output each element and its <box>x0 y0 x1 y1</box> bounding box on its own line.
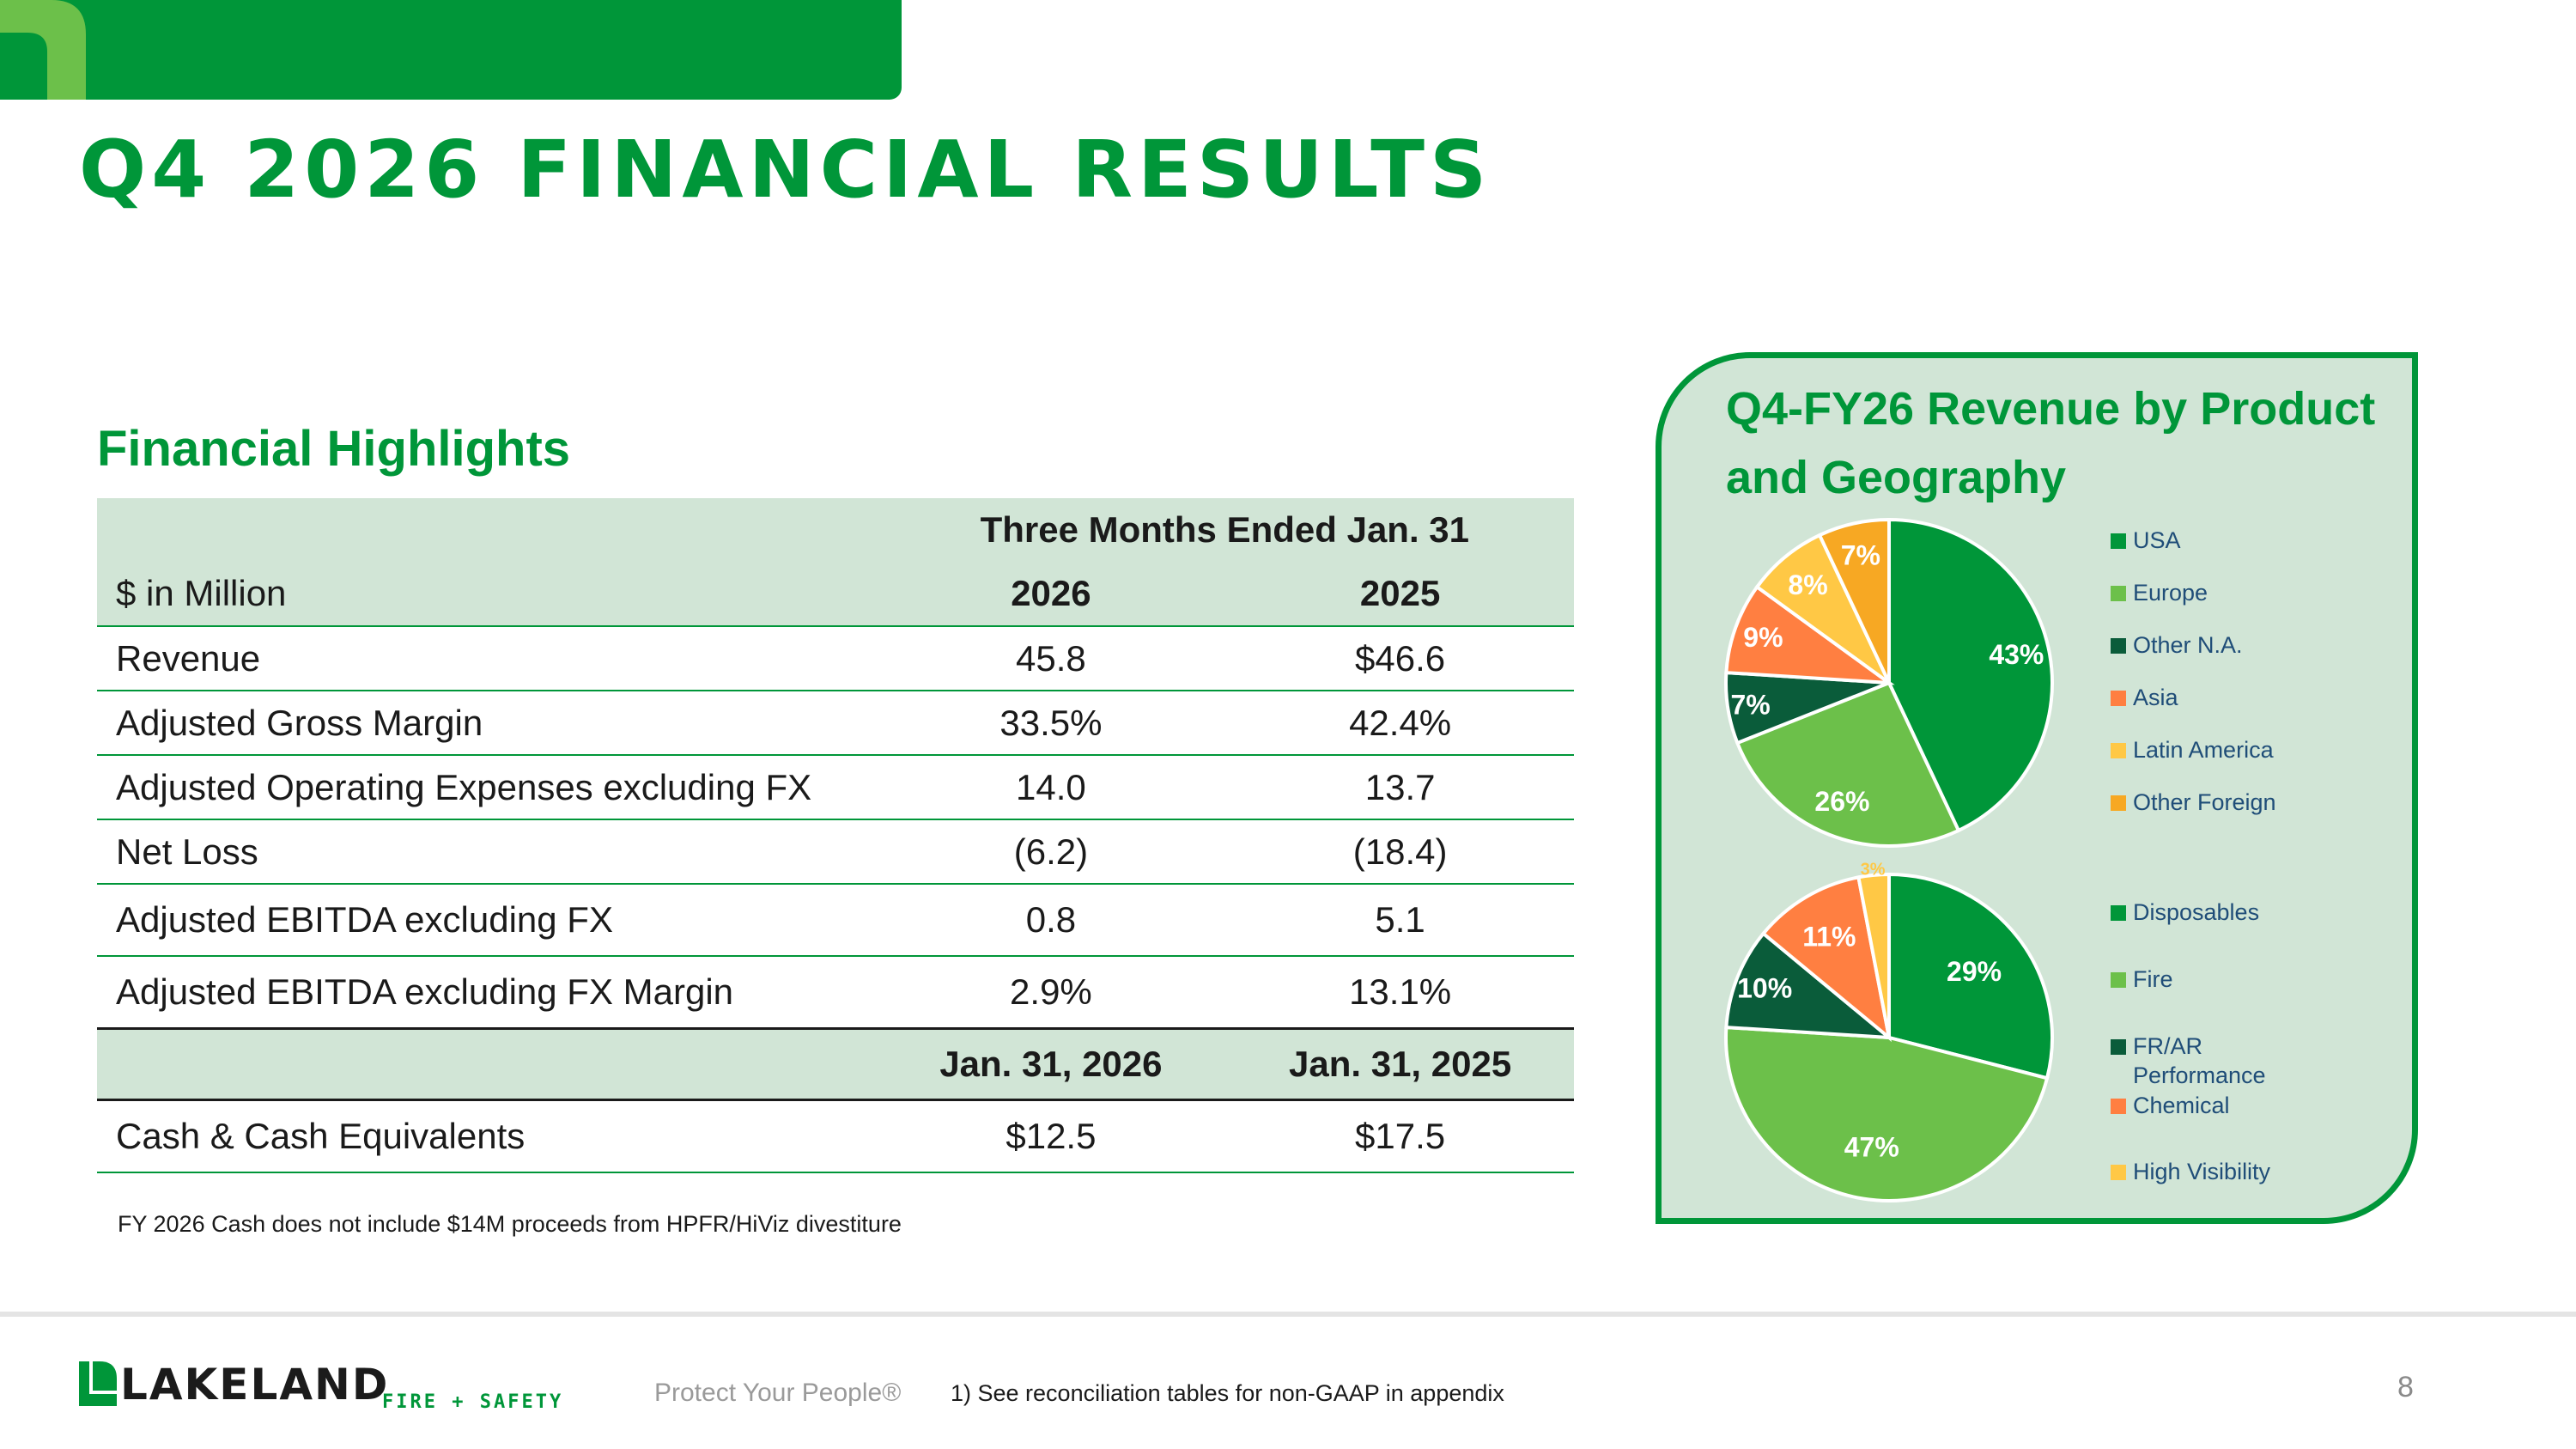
footer-note: 1) See reconciliation tables for non-GAA… <box>951 1380 1504 1406</box>
row-prior-value: $46.6 <box>1226 626 1574 691</box>
row-label: Adjusted Gross Margin <box>97 691 876 756</box>
legend-swatch <box>2111 1099 2126 1114</box>
table-row: Adjusted Operating Expenses excluding FX… <box>97 755 1574 820</box>
row-current-value: (6.2) <box>875 819 1227 885</box>
lakeland-wordmark: LAKELAND <box>120 1360 390 1409</box>
row-current-value: 2.9% <box>875 956 1227 1030</box>
row-prior-value: 13.7 <box>1226 755 1574 820</box>
legend-label: Other N.A. <box>2133 632 2243 658</box>
unit-label: $ in Million <box>97 562 876 627</box>
pie-slice-chemical <box>1760 875 1893 1043</box>
section-title-financial-highlights: Financial Highlights <box>97 421 571 477</box>
pie-slice-fire <box>1723 1025 2050 1203</box>
pie-slice-usa <box>1887 517 2054 833</box>
pie-data-label: 11% <box>1802 921 1856 952</box>
table-row: Net Loss (6.2) (18.4) <box>97 819 1574 885</box>
page-number: 8 <box>2397 1371 2414 1403</box>
legend-swatch <box>2111 691 2126 706</box>
pie-slice-asia <box>1724 584 1895 685</box>
row-label: Adjusted Operating Expenses excluding FX <box>97 755 876 820</box>
legend-label: Europe <box>2133 580 2208 606</box>
legend-label: Disposables <box>2133 899 2260 925</box>
pie-data-label: 7% <box>1730 690 1770 721</box>
row-prior-value: $17.5 <box>1226 1099 1574 1173</box>
period-header: Three Months Ended Jan. 31 <box>875 498 1574 562</box>
legend-label: Asia <box>2133 685 2178 710</box>
pie-data-label: 3% <box>1861 860 1886 879</box>
row-label: Revenue <box>97 626 876 691</box>
pie-data-label: 26% <box>1814 786 1869 817</box>
pie-data-label: 7% <box>1841 540 1880 571</box>
brand-leaf-icon <box>0 0 86 100</box>
cash-footnote: FY 2026 Cash does not include $14M proce… <box>118 1211 902 1237</box>
balance-current-header: Jan. 31, 2026 <box>875 1028 1227 1101</box>
balance-prior-header: Jan. 31, 2025 <box>1226 1028 1574 1101</box>
table-header-period-row: Three Months Ended Jan. 31 <box>97 498 1574 562</box>
row-label: Adjusted EBITDA excluding FX Margin <box>97 956 876 1030</box>
pie-slice-other-foreign <box>1817 517 1891 684</box>
legend-label: Fire <box>2133 966 2173 992</box>
row-prior-value: (18.4) <box>1226 819 1574 885</box>
legend-swatch <box>2111 905 2126 921</box>
row-current-value: 0.8 <box>875 884 1227 957</box>
year-current-header: 2026 <box>875 562 1227 627</box>
table-row: Revenue 45.8 $46.6 <box>97 626 1574 691</box>
legend-swatch <box>2111 638 2126 654</box>
pie-data-label: 9% <box>1743 622 1783 653</box>
row-current-value: 14.0 <box>875 755 1227 820</box>
legend-swatch <box>2111 1165 2126 1180</box>
row-label: Cash & Cash Equivalents <box>97 1099 876 1173</box>
chart-panel-title: Q4-FY26 Revenue by Product and Geography <box>1726 383 2376 503</box>
table-header-balance-row: Jan. 31, 2026 Jan. 31, 2025 <box>97 1028 1574 1101</box>
footer-divider <box>0 1312 2576 1317</box>
pie-data-label: 8% <box>1788 569 1827 600</box>
legend-label: Other Foreign <box>2133 789 2276 815</box>
legend-label: USA <box>2133 527 2181 553</box>
row-label: Adjusted EBITDA excluding FX <box>97 884 876 957</box>
financial-highlights-table: Three Months Ended Jan. 31 $ in Million … <box>97 498 1574 1173</box>
pie-data-label: 47% <box>1844 1132 1899 1163</box>
table-row: Adjusted EBITDA excluding FX 0.8 5.1 <box>97 884 1574 957</box>
legend-label: High Visibility <box>2133 1159 2271 1184</box>
row-current-value: 33.5% <box>875 691 1227 756</box>
table-header-year-row: $ in Million 2026 2025 <box>97 562 1574 627</box>
table-row: Adjusted EBITDA excluding FX Margin 2.9%… <box>97 956 1574 1030</box>
table-row: Adjusted Gross Margin 33.5% 42.4% <box>97 691 1574 756</box>
row-prior-value: 42.4% <box>1226 691 1574 756</box>
legend-swatch <box>2111 1039 2126 1055</box>
legend-label: Chemical <box>2133 1093 2230 1118</box>
row-current-value: $12.5 <box>875 1099 1227 1173</box>
legend-swatch <box>2111 795 2126 811</box>
tagline: Protect Your People® <box>654 1379 902 1407</box>
pie-slice-high-visibility <box>1856 872 1891 1038</box>
row-prior-value: 5.1 <box>1226 884 1574 957</box>
legend-swatch <box>2111 743 2126 758</box>
legend-label: Latin America <box>2133 737 2274 763</box>
legend-swatch <box>2111 586 2126 601</box>
pie-slice-disposables <box>1887 872 2054 1081</box>
lakeland-logo-icon <box>79 1361 117 1406</box>
legend-label: FR/AR Performance <box>2133 1033 2266 1088</box>
top-brand-bar <box>0 0 902 100</box>
row-label: Net Loss <box>97 819 876 885</box>
pie-data-label: 43% <box>1989 639 2044 670</box>
fire-safety-wordmark: FIRE + SAFETY <box>382 1391 564 1413</box>
legend-swatch <box>2111 533 2126 549</box>
year-prior-header: 2025 <box>1226 562 1574 627</box>
pie-slice-europe <box>1735 680 1961 848</box>
pie-slice-fr-ar-performance <box>1724 931 1895 1040</box>
table-row-cash: Cash & Cash Equivalents $12.5 $17.5 <box>97 1099 1574 1173</box>
page-title: Q4 2026 FINANCIAL RESULTS <box>79 124 1492 216</box>
pie-data-label: 10% <box>1737 973 1792 1004</box>
row-current-value: 45.8 <box>875 626 1227 691</box>
row-prior-value: 13.1% <box>1226 956 1574 1030</box>
legend-swatch <box>2111 972 2126 988</box>
pie-data-label: 29% <box>1947 956 2002 987</box>
